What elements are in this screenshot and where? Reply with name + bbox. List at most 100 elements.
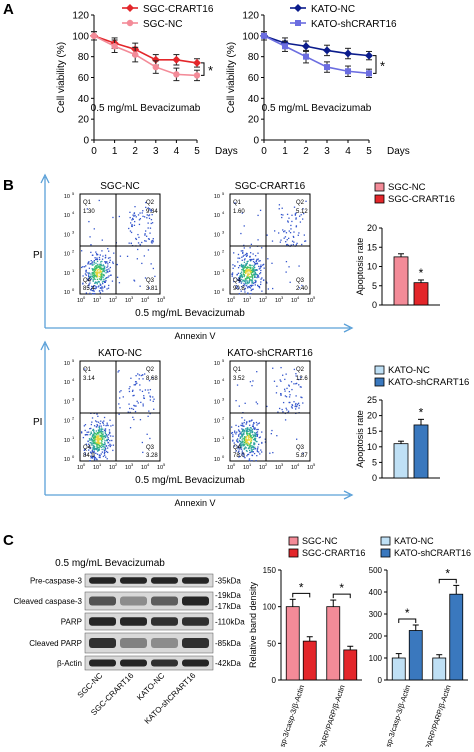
flow-dot <box>104 442 106 444</box>
flow-dot <box>250 259 252 262</box>
flow-dot <box>151 213 153 216</box>
flow-dot <box>244 441 246 443</box>
flow-x-tick-exp: 5 <box>163 295 166 300</box>
flow-dot <box>94 441 96 443</box>
flow-dot <box>252 424 254 426</box>
flow-dot <box>98 437 100 440</box>
flow-dot <box>100 435 102 437</box>
flow-dot <box>154 275 156 278</box>
flow-dot <box>103 448 105 450</box>
flow-dot <box>118 370 120 372</box>
flow-dot <box>95 436 98 438</box>
flow-dot <box>254 263 257 265</box>
flow-dot <box>260 278 262 280</box>
flow-dot <box>84 429 86 432</box>
flow-dot <box>245 447 247 449</box>
flow-dot <box>253 269 255 271</box>
flow-dot <box>101 444 103 446</box>
flow-dot <box>241 275 243 277</box>
flow-dot <box>261 431 263 433</box>
data-point <box>132 51 139 58</box>
flow-dot <box>245 280 247 282</box>
flow-dot <box>242 432 245 435</box>
flow-dot <box>254 437 256 440</box>
flow-dot <box>248 269 250 271</box>
flow-dot <box>295 217 297 219</box>
flow-dot <box>149 232 151 234</box>
flow-dot <box>246 276 248 278</box>
flow-dot <box>240 263 243 266</box>
flow-x-tick-exp: 3 <box>281 462 284 467</box>
flow-dot <box>89 282 91 284</box>
flow-x-tick: 10 <box>227 298 233 304</box>
flow-dot <box>95 452 97 455</box>
flow-dot <box>131 225 133 227</box>
flow-dot <box>254 448 256 450</box>
flow-dot <box>248 443 250 445</box>
quadrant-label: Q1 <box>83 367 92 373</box>
flow-dot <box>288 396 291 398</box>
flow-dot <box>252 425 255 428</box>
flow-dot <box>236 384 239 386</box>
blot-band <box>89 596 116 606</box>
flow-dot <box>105 456 107 458</box>
flow-dot <box>290 224 292 227</box>
flow-dot <box>235 424 237 427</box>
flow-dot <box>139 419 142 421</box>
flow-dot <box>100 275 102 278</box>
flow-dot <box>251 428 254 431</box>
flow-y-tick: 10 <box>64 380 70 386</box>
flow-x-tick: 10 <box>141 465 147 471</box>
flow-dot <box>253 444 255 446</box>
flow-dot <box>147 238 150 240</box>
flow-dot <box>295 212 297 214</box>
flow-x-tick: 10 <box>125 298 131 304</box>
flow-dot <box>106 424 108 426</box>
data-point <box>366 70 372 77</box>
flow-y-tick: 10 <box>214 271 220 277</box>
flow-dot <box>92 433 94 435</box>
flow-dot <box>101 272 103 274</box>
flow-dot <box>88 261 90 263</box>
flow-dot <box>122 396 124 398</box>
flow-dot <box>244 266 246 269</box>
flow-dot <box>235 450 237 452</box>
legend-label: SGC-NC <box>143 19 182 30</box>
flow-dot <box>109 419 111 421</box>
flow-dot <box>93 437 96 439</box>
flow-dot <box>96 258 99 261</box>
flow-y-tick-exp: 4 <box>72 210 75 215</box>
flow-dot <box>97 415 99 417</box>
flow-dot <box>270 433 272 435</box>
flow-dot <box>91 443 93 446</box>
flow-dot <box>98 278 101 280</box>
flow-dot <box>242 252 244 254</box>
flow-dot <box>241 212 244 214</box>
flow-dot <box>258 260 260 262</box>
flow-dot <box>257 446 259 448</box>
flow-dot <box>298 407 300 409</box>
flow-dot <box>280 366 282 369</box>
quadrant-value: 8.68 <box>146 376 158 382</box>
flow-dot <box>243 259 246 261</box>
flow-dot <box>93 436 96 438</box>
flow-dot <box>99 456 101 459</box>
flow-dot <box>241 439 243 441</box>
flow-dot <box>277 411 279 413</box>
flow-dot <box>102 276 104 279</box>
quadrant-label: Q4 <box>83 278 92 284</box>
quadrant-value: 3.52 <box>233 376 245 382</box>
flow-dot <box>145 206 147 209</box>
flow-dot <box>243 283 245 285</box>
flow-dot <box>97 274 99 277</box>
blot-strip <box>84 573 214 588</box>
flow-dot <box>90 251 92 254</box>
flow-dot <box>248 266 250 268</box>
flow-dot <box>288 390 291 393</box>
flow-dot <box>240 278 242 281</box>
flow-dot <box>129 222 132 224</box>
flow-dot <box>101 250 103 252</box>
legend-label: KATO-shCRART16 <box>394 548 471 558</box>
flow-dot <box>242 273 245 275</box>
